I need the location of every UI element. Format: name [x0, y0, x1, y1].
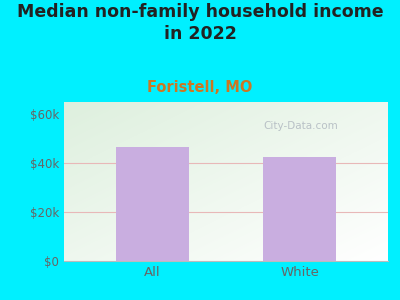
Bar — [116, 147, 189, 261]
Bar — [263, 157, 336, 261]
Text: Median non-family household income
in 2022: Median non-family household income in 20… — [17, 3, 383, 43]
Text: City-Data.com: City-Data.com — [263, 121, 338, 131]
Text: Foristell, MO: Foristell, MO — [147, 80, 253, 94]
